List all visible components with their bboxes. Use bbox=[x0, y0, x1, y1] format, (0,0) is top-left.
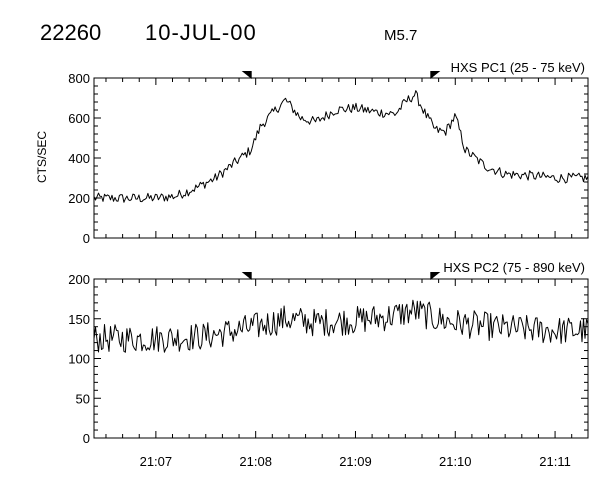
y-tick-label: 200 bbox=[68, 272, 90, 287]
x-tick-label: 21:07 bbox=[140, 454, 173, 469]
interval-marker bbox=[241, 272, 252, 280]
interval-marker bbox=[430, 71, 441, 79]
event-number: 22260 bbox=[40, 20, 101, 45]
y-axis-label: CTS/SEC bbox=[35, 131, 49, 183]
panel-pc1: HXS PC1 (25 - 75 keV) CTS/SEC 0 200 400 600… bbox=[35, 60, 589, 246]
panel-pc2-title: HXS PC2 (75 - 890 keV) bbox=[443, 260, 585, 275]
interval-marker bbox=[430, 272, 441, 280]
pc1-series-line bbox=[93, 90, 589, 203]
y-tick-label: 400 bbox=[68, 151, 90, 166]
y-tick-label: 800 bbox=[68, 71, 90, 86]
x-tick-label: 21:08 bbox=[239, 454, 272, 469]
panel-pc2-frame bbox=[93, 278, 589, 439]
flare-class: M5.7 bbox=[384, 27, 417, 44]
y-tick-label: 600 bbox=[68, 111, 90, 126]
event-date: 10-JUL-00 bbox=[145, 20, 257, 45]
interval-marker bbox=[241, 71, 252, 79]
y-tick-label: 150 bbox=[68, 312, 90, 327]
panel-pc1-title: HXS PC1 (25 - 75 keV) bbox=[451, 60, 585, 75]
y-tick-label: 0 bbox=[83, 431, 90, 446]
panel-pc2: HXS PC2 (75 - 890 keV) 0 50 100 150 200 bbox=[68, 260, 589, 446]
y-tick-label: 0 bbox=[83, 231, 90, 246]
pc2-series-line bbox=[93, 299, 589, 353]
x-tick-label: 21:10 bbox=[439, 454, 472, 469]
panel-pc1-frame bbox=[93, 77, 589, 239]
x-tick-label: 21:11 bbox=[539, 454, 571, 469]
y-tick-label: 100 bbox=[68, 352, 90, 367]
y-tick-label: 50 bbox=[76, 391, 90, 406]
x-tick-label: 21:09 bbox=[339, 454, 372, 469]
y-tick-label: 200 bbox=[68, 191, 90, 206]
